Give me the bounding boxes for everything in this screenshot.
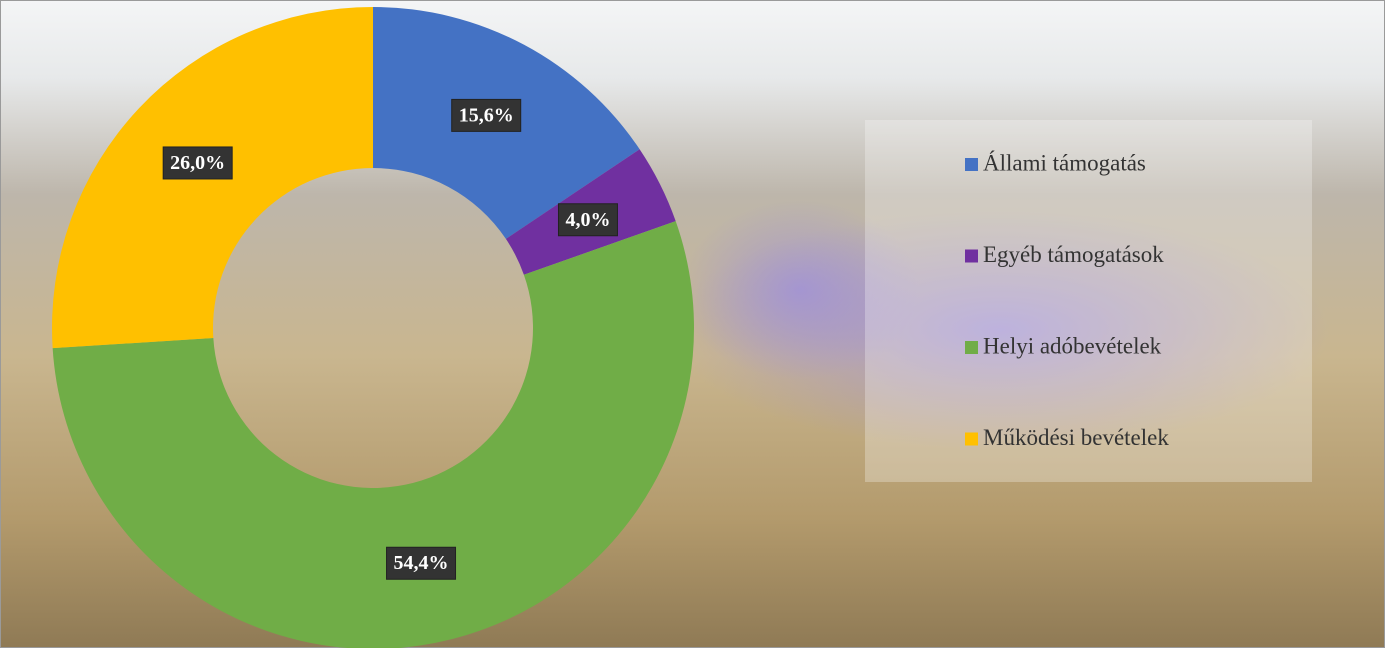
data-label-box bbox=[386, 546, 457, 580]
legend-label: Állami támogatás bbox=[983, 150, 1146, 175]
data-label-box bbox=[162, 146, 233, 180]
data-labels: 15,6% 4,0% 54,4% 26,0% bbox=[162, 98, 618, 580]
donut bbox=[51, 7, 694, 648]
slice bbox=[52, 221, 694, 648]
legend-swatch bbox=[965, 432, 978, 446]
legend: Állami támogatás Egyéb támogatások Helyi a… bbox=[965, 150, 1169, 450]
data-label: 26,0% bbox=[170, 152, 225, 174]
legend-label: Működési bevételek bbox=[983, 425, 1169, 450]
legend-swatch bbox=[965, 158, 978, 171]
background-flower bbox=[680, 200, 920, 380]
data-label: 54,4% bbox=[394, 552, 449, 574]
legend-swatch bbox=[965, 341, 978, 354]
data-label: 4,0% bbox=[565, 209, 610, 231]
legend-label: Helyi adóbevételek bbox=[983, 333, 1162, 358]
legend-label: Egyéb támogatások bbox=[983, 242, 1164, 267]
data-label-box bbox=[557, 203, 618, 237]
data-label-box bbox=[451, 98, 522, 132]
legend-panel bbox=[865, 120, 1312, 482]
legend-swatch bbox=[965, 249, 978, 263]
data-label: 15,6% bbox=[459, 104, 514, 126]
